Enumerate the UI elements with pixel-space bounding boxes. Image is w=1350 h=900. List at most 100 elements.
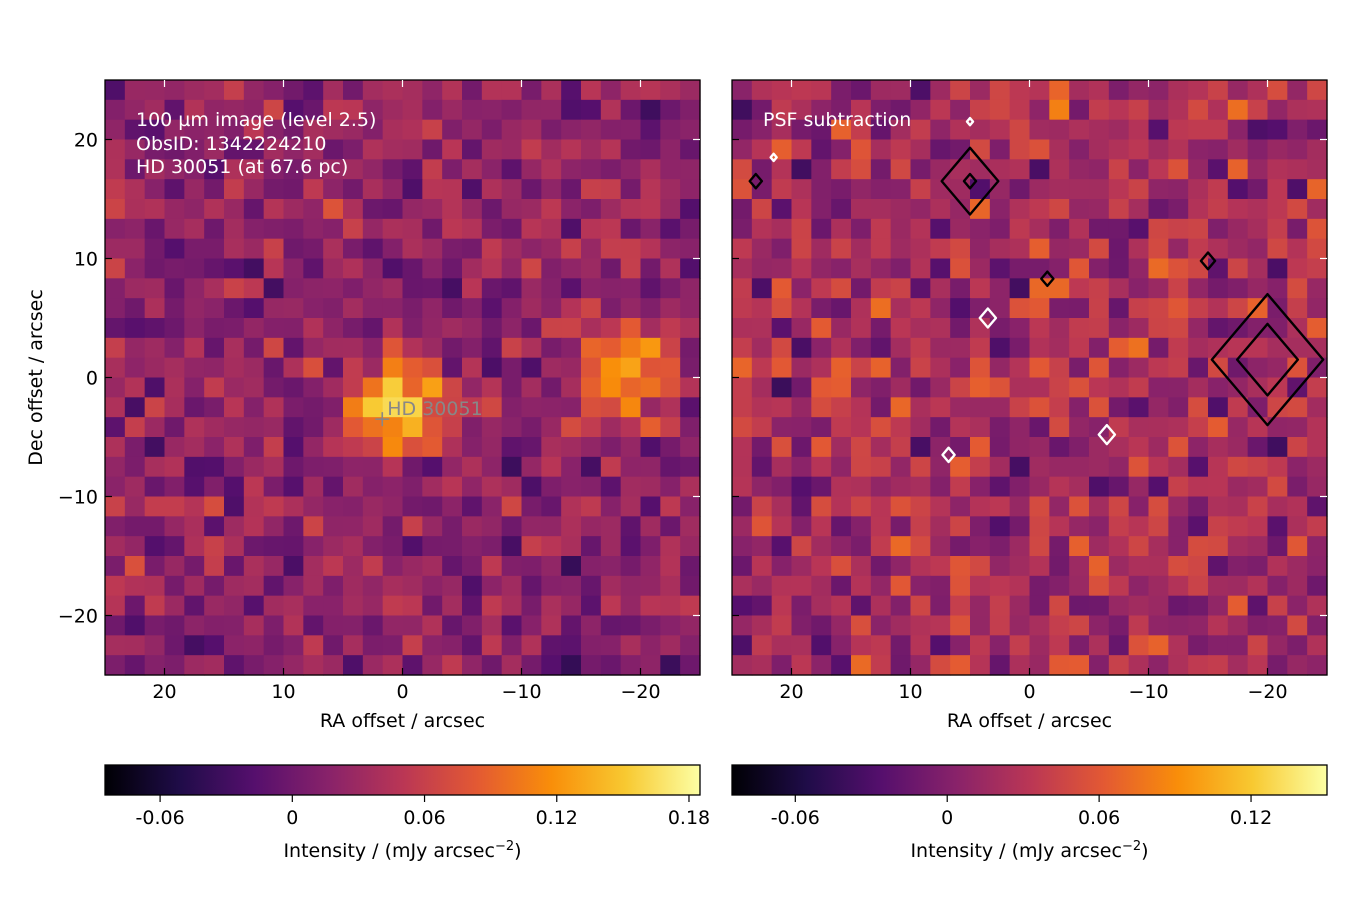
heatmap-cell: [1128, 456, 1150, 478]
heatmap-cell: [224, 516, 245, 537]
heatmap-cell: [660, 635, 681, 656]
heatmap-cell: [1208, 496, 1229, 517]
heatmap-cell: [402, 615, 423, 636]
heatmap-cell: [732, 595, 753, 617]
heatmap-cell: [521, 417, 542, 438]
heatmap-cell: [950, 476, 971, 498]
heatmap-cell: [660, 655, 681, 676]
heatmap-cell: [1009, 595, 1031, 617]
heatmap-cell: [1069, 417, 1090, 438]
heatmap-cell: [831, 179, 852, 200]
heatmap-cell: [263, 159, 285, 180]
heatmap-cell: [462, 397, 483, 418]
heatmap-cell: [970, 476, 991, 498]
heatmap-cell: [343, 556, 364, 577]
heatmap-cell: [1089, 278, 1110, 299]
heatmap-cell: [1049, 595, 1070, 617]
heatmap-cell: [1188, 476, 1209, 498]
heatmap-cell: [811, 476, 832, 498]
heatmap-cell: [1208, 575, 1229, 597]
heatmap-cell: [851, 179, 872, 200]
heatmap-cell: [851, 536, 872, 557]
heatmap-cell: [144, 199, 166, 220]
heatmap-cell: [851, 476, 872, 498]
heatmap-cell: [343, 635, 364, 656]
heatmap-cell: [930, 377, 951, 398]
heatmap-cell: [1009, 99, 1031, 121]
heatmap-cell: [581, 496, 602, 517]
heatmap-cell: [732, 337, 753, 359]
heatmap-cell: [930, 278, 951, 299]
heatmap-cell: [362, 595, 384, 617]
right-y-ticks: [732, 138, 1327, 617]
heatmap-cell: [402, 595, 423, 617]
heatmap-cell: [481, 437, 503, 458]
heatmap-cell: [224, 417, 245, 438]
heatmap-cell: [581, 159, 602, 180]
heatmap-cell: [1208, 635, 1229, 656]
heatmap-cell: [1287, 615, 1308, 636]
heatmap-cell: [382, 437, 404, 458]
heatmap-cell: [323, 417, 344, 438]
heatmap-cell: [402, 139, 423, 160]
heatmap-cell: [1148, 635, 1169, 656]
heatmap-cell: [1029, 556, 1050, 577]
heatmap-cell: [422, 119, 443, 141]
heatmap-cell: [164, 199, 185, 220]
heatmap-cell: [382, 80, 404, 101]
heatmap-cell: [105, 397, 126, 418]
heatmap-cell: [640, 397, 661, 418]
heatmap-cell: [263, 278, 285, 299]
heatmap-cell: [620, 99, 642, 121]
heatmap-cell: [771, 456, 793, 478]
heatmap-cell: [1029, 615, 1050, 636]
heatmap-cell: [870, 139, 892, 160]
heatmap-cell: [970, 298, 991, 319]
heatmap-cell: [204, 556, 225, 577]
heatmap-cell: [1089, 238, 1110, 260]
heatmap-cell: [1168, 278, 1189, 299]
heatmap-cell: [144, 357, 166, 379]
heatmap-cell: [1108, 437, 1130, 458]
heatmap-cell: [1009, 536, 1031, 557]
heatmap-cell: [1009, 238, 1031, 260]
heatmap-cell: [1208, 179, 1229, 200]
heatmap-cell: [501, 218, 523, 240]
heatmap-cell: [442, 496, 463, 517]
heatmap-cell: [1307, 218, 1328, 240]
heatmap-cell: [521, 119, 542, 141]
heatmap-cell: [1148, 556, 1169, 577]
heatmap-cell: [501, 318, 523, 339]
heatmap-cell: [600, 437, 622, 458]
heatmap-cell: [660, 595, 681, 617]
heatmap-cell: [283, 635, 304, 656]
heatmap-cell: [501, 397, 523, 418]
heatmap-cell: [1208, 456, 1229, 478]
heatmap-cell: [1069, 80, 1090, 101]
colorbar-tick-label: 0.06: [403, 807, 445, 829]
heatmap-cell: [970, 437, 991, 458]
heatmap-cell: [164, 556, 185, 577]
heatmap-cell: [640, 139, 661, 160]
heatmap-cell: [124, 496, 146, 517]
heatmap-cell: [910, 199, 931, 220]
heatmap-cell: [1208, 377, 1229, 398]
heatmap-cell: [422, 357, 443, 379]
heatmap-cell: [1029, 655, 1050, 676]
heatmap-cell: [791, 218, 812, 240]
heatmap-cell: [581, 80, 602, 101]
heatmap-cell: [1128, 298, 1150, 319]
heatmap-cell: [303, 119, 324, 141]
heatmap-cell: [851, 119, 872, 141]
heatmap-cell: [930, 655, 951, 676]
heatmap-cell: [1188, 318, 1209, 339]
heatmap-cell: [1208, 516, 1229, 537]
heatmap-cell: [124, 278, 146, 299]
heatmap-cell: [1049, 80, 1070, 101]
heatmap-cell: [791, 278, 812, 299]
heatmap-cell: [105, 99, 126, 121]
heatmap-cell: [184, 655, 205, 676]
heatmap-cell: [1069, 159, 1090, 180]
heatmap-cell: [224, 556, 245, 577]
heatmap-cell: [1009, 437, 1031, 458]
